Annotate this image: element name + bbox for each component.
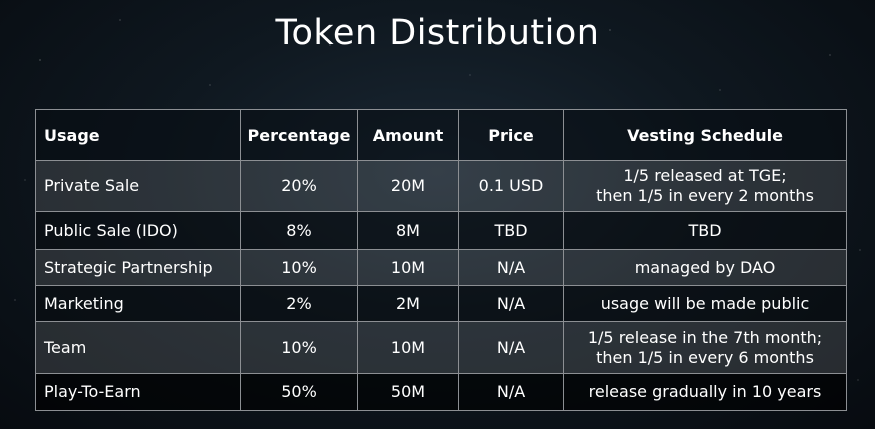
cell-price: N/A (458, 285, 564, 322)
table-row: Team 10% 10M N/A 1/5 release in the 7th … (35, 321, 847, 374)
header-percentage: Percentage (240, 109, 358, 161)
cell-percentage: 50% (240, 373, 358, 411)
table-row: Public Sale (IDO) 8% 8M TBD TBD (35, 211, 847, 250)
cell-vesting: managed by DAO (563, 249, 847, 286)
cell-vesting: release gradually in 10 years (563, 373, 847, 411)
cell-usage: Public Sale (IDO) (35, 211, 241, 250)
header-amount: Amount (357, 109, 459, 161)
cell-vesting: 1/5 release in the 7th month; then 1/5 i… (563, 321, 847, 374)
table-row: Private Sale 20% 20M 0.1 USD 1/5 release… (35, 160, 847, 212)
cell-amount: 8M (357, 211, 459, 250)
token-distribution-table: Usage Percentage Amount Price Vesting Sc… (35, 109, 847, 411)
cell-usage: Marketing (35, 285, 241, 322)
cell-price: TBD (458, 211, 564, 250)
header-price: Price (458, 109, 564, 161)
header-usage: Usage (35, 109, 241, 161)
table-row: Strategic Partnership 10% 10M N/A manage… (35, 249, 847, 286)
cell-percentage: 10% (240, 321, 358, 374)
cell-percentage: 10% (240, 249, 358, 286)
header-vesting-schedule: Vesting Schedule (563, 109, 847, 161)
cell-price: 0.1 USD (458, 160, 564, 212)
cell-usage: Strategic Partnership (35, 249, 241, 286)
cell-percentage: 2% (240, 285, 358, 322)
page-title: Token Distribution (275, 13, 600, 53)
cell-amount: 20M (357, 160, 459, 212)
cell-usage: Team (35, 321, 241, 374)
cell-amount: 10M (357, 321, 459, 374)
cell-vesting: TBD (563, 211, 847, 250)
table-row: Play-To-Earn 50% 50M N/A release gradual… (35, 373, 847, 411)
cell-usage: Play-To-Earn (35, 373, 241, 411)
cell-amount: 2M (357, 285, 459, 322)
cell-price: N/A (458, 373, 564, 411)
cell-price: N/A (458, 321, 564, 374)
cell-vesting: usage will be made public (563, 285, 847, 322)
cell-price: N/A (458, 249, 564, 286)
cell-amount: 50M (357, 373, 459, 411)
cell-vesting: 1/5 released at TGE; then 1/5 in every 2… (563, 160, 847, 212)
cell-percentage: 20% (240, 160, 358, 212)
table-row: Marketing 2% 2M N/A usage will be made p… (35, 285, 847, 322)
table-header-row: Usage Percentage Amount Price Vesting Sc… (35, 109, 847, 161)
cell-amount: 10M (357, 249, 459, 286)
cell-percentage: 8% (240, 211, 358, 250)
cell-usage: Private Sale (35, 160, 241, 212)
